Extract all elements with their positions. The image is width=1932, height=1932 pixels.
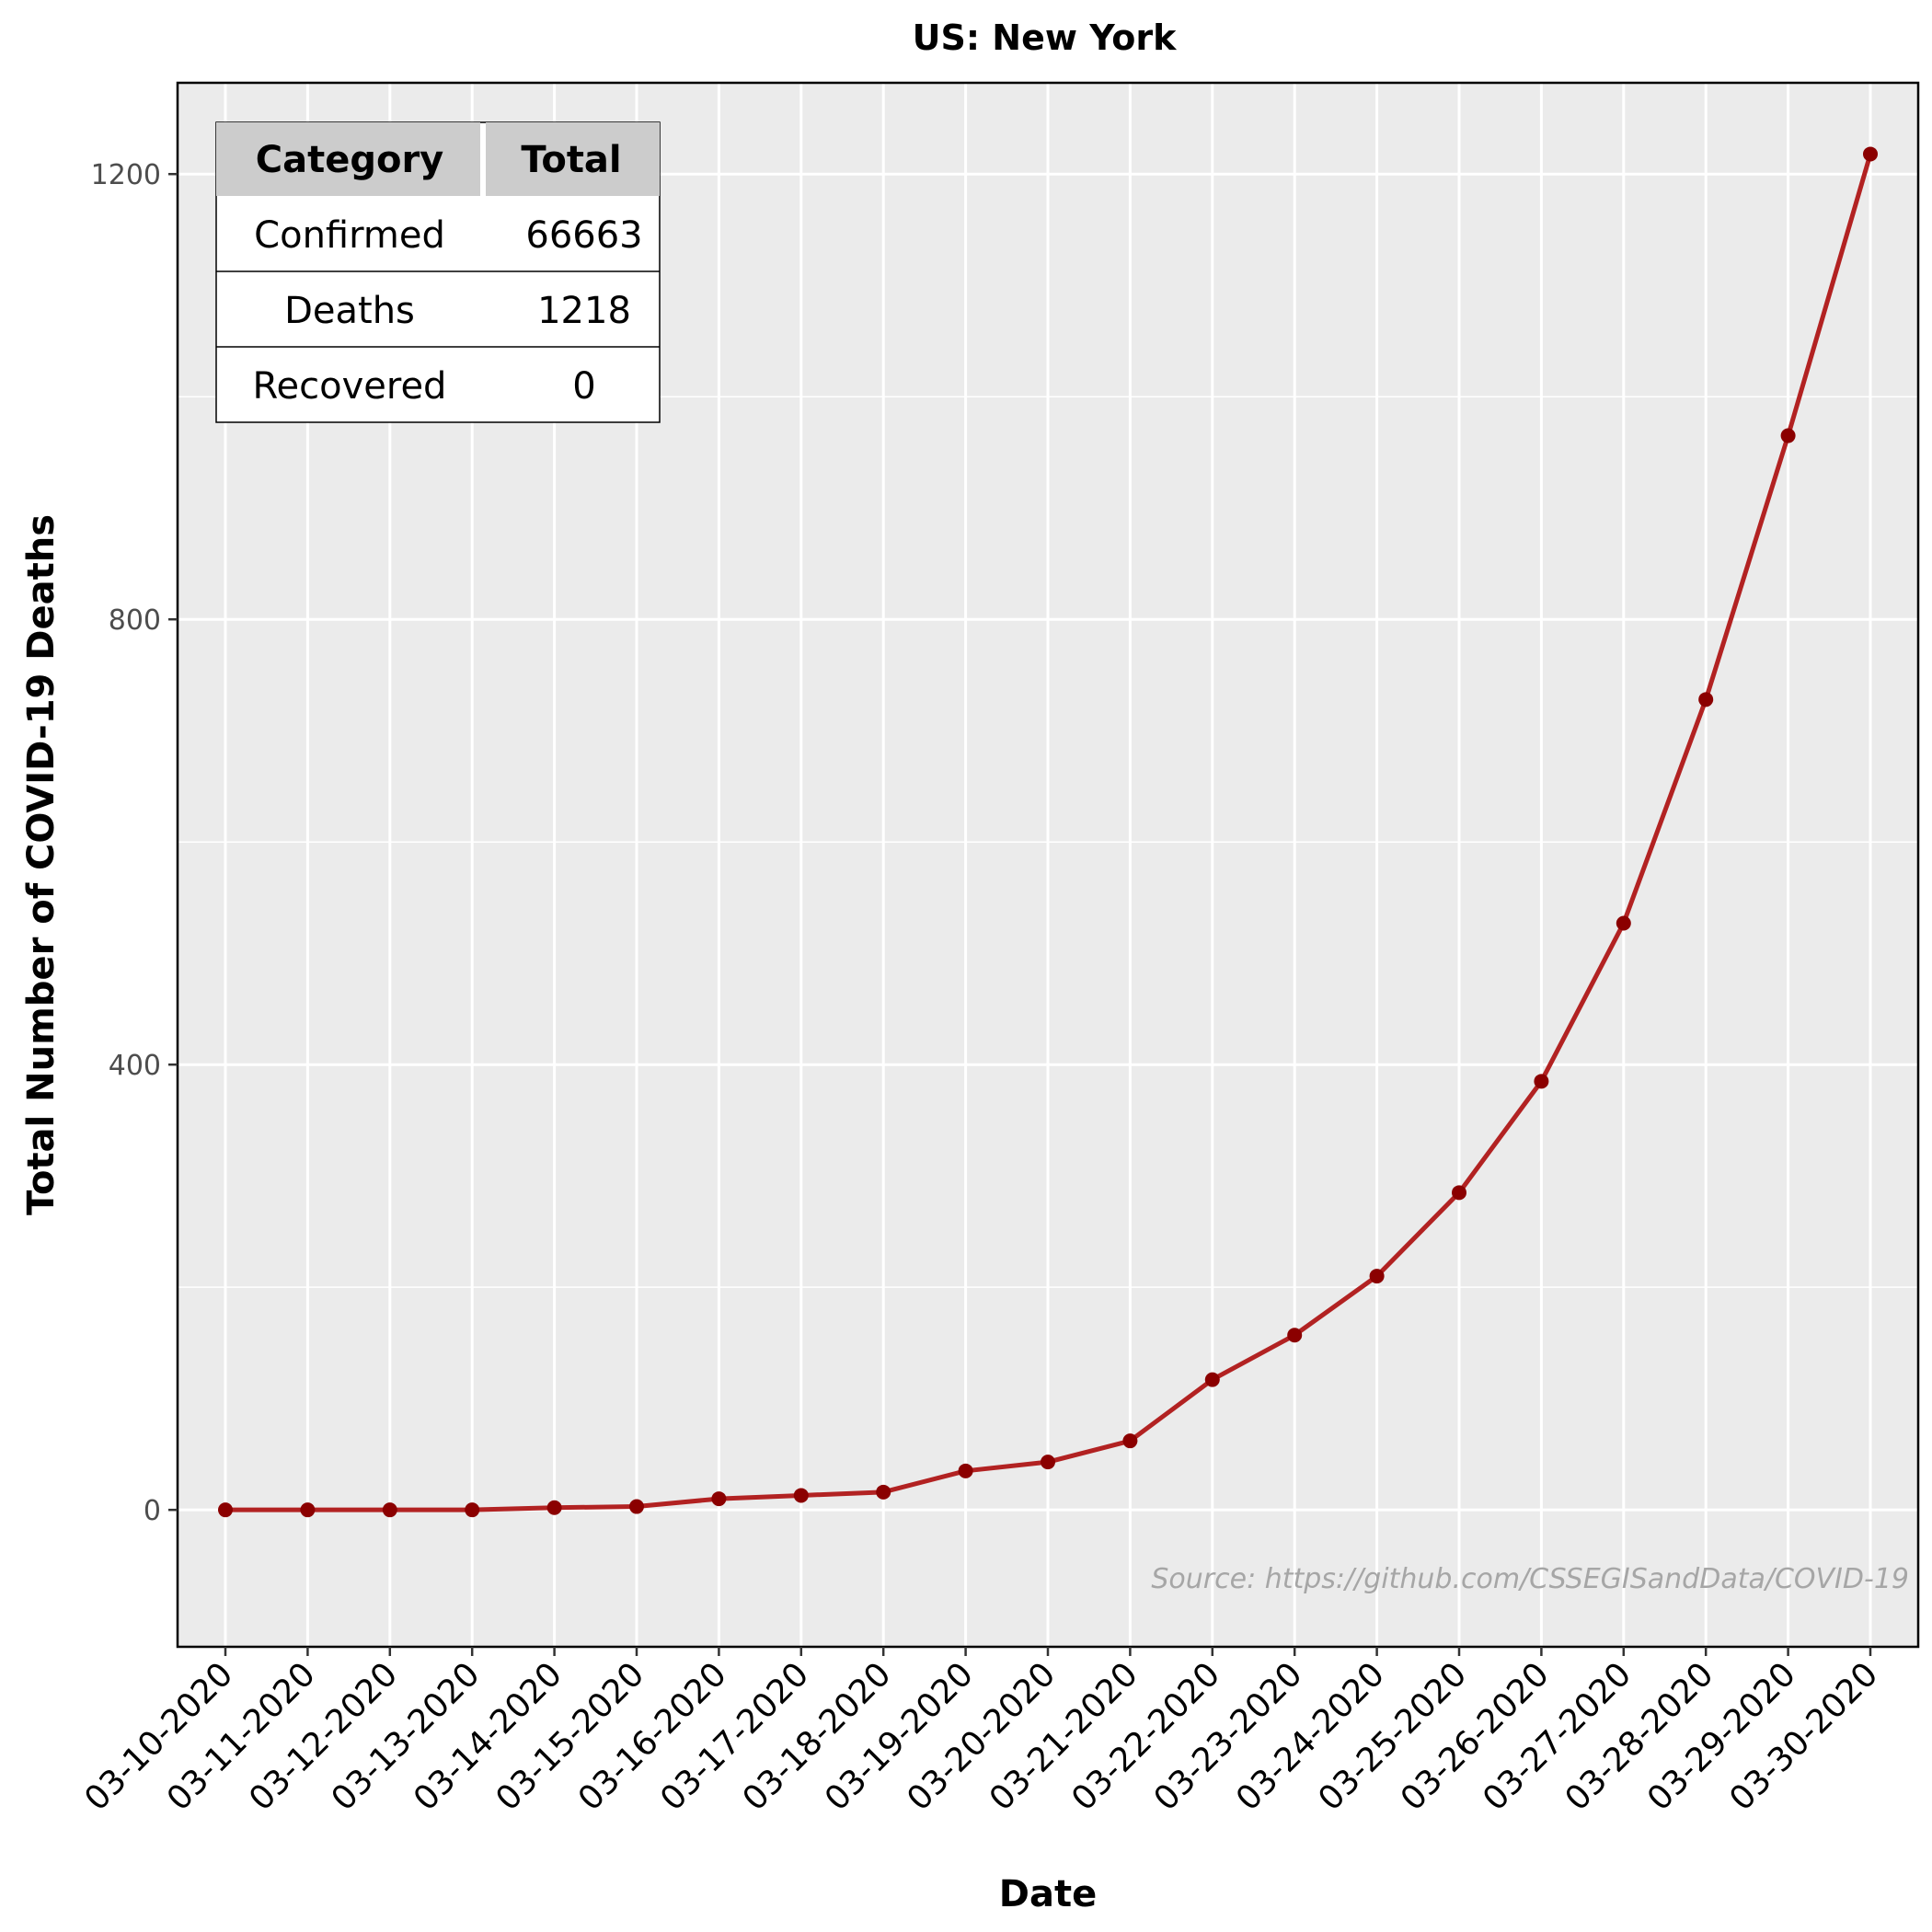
source-note: Source: https://github.com/CSSEGISandDat… (1151, 1563, 1909, 1595)
data-point (382, 1502, 397, 1518)
data-point (1122, 1433, 1138, 1449)
data-point (1698, 692, 1714, 707)
y-axis-title: Total Number of COVID-19 Deaths (20, 514, 63, 1215)
data-point (958, 1463, 973, 1478)
data-point (1616, 915, 1631, 931)
data-point (218, 1502, 233, 1518)
data-point (465, 1502, 480, 1518)
data-point (1863, 146, 1878, 162)
data-point (1452, 1185, 1466, 1201)
y-tick-label: 800 (109, 604, 161, 637)
table-total-cell: 66663 (525, 214, 642, 257)
summary-table: Category Total Confirmed 66663 Deaths 1218 Rec… (215, 121, 661, 423)
y-tick-label: 1200 (91, 159, 161, 191)
series-deaths (218, 146, 1878, 1518)
table-category-cell: Confirmed (254, 214, 445, 257)
table-category-cell: Deaths (284, 290, 415, 332)
data-point (1780, 428, 1796, 443)
table-header-cell (486, 122, 660, 196)
data-point (300, 1502, 316, 1518)
y-tick-label: 400 (109, 1050, 161, 1082)
chart-title: US: New York (913, 17, 1177, 58)
data-point (1369, 1269, 1385, 1284)
table-total-cell: 1218 (537, 290, 631, 332)
table-header-cell (216, 122, 480, 196)
table-category-cell: Recovered (253, 365, 447, 408)
table-header-label: Category (256, 139, 444, 181)
table-total-cell: 0 (572, 365, 595, 408)
data-point (1287, 1328, 1303, 1343)
data-point (1534, 1074, 1549, 1089)
table-header-label: Total (521, 139, 621, 181)
data-point (1204, 1372, 1220, 1387)
data-point (876, 1484, 891, 1500)
y-tick-label: 0 (144, 1495, 161, 1527)
data-point (629, 1499, 644, 1514)
x-axis-title: Date (999, 1873, 1097, 1915)
data-point (1041, 1455, 1055, 1470)
data-point (793, 1488, 809, 1503)
data-point (546, 1500, 562, 1515)
data-point (711, 1491, 727, 1507)
